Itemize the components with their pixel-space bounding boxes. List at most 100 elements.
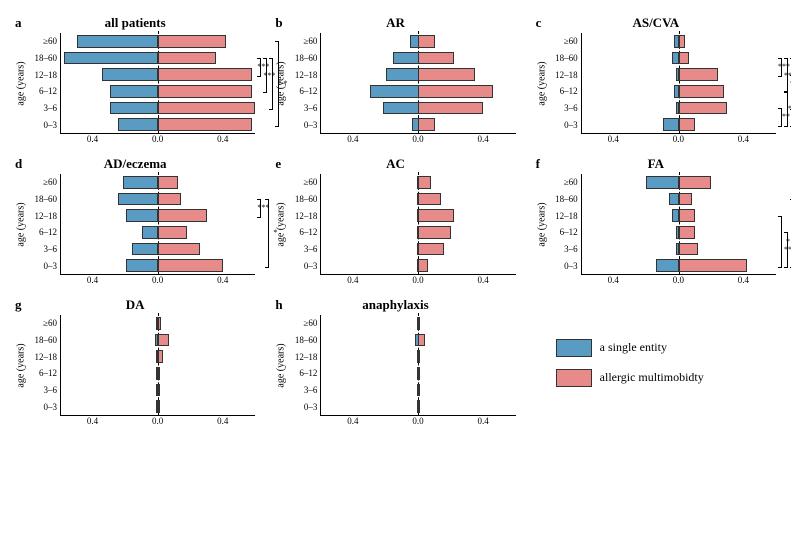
x-tick: 0.4 <box>608 134 619 144</box>
y-ticks: ≥6018–6012–186–123–60–3 <box>287 315 320 416</box>
panel-letter: a <box>15 15 22 31</box>
bar-row <box>321 365 515 382</box>
bar-row <box>582 116 776 133</box>
panel-letter: e <box>275 156 281 172</box>
bars-box <box>60 315 255 416</box>
panel-e: eAC age (years)≥6018–6012–186–123–60–30.4… <box>275 156 515 287</box>
panel-letter: f <box>536 156 540 172</box>
bar-single <box>370 85 419 98</box>
bar-multi <box>418 52 454 65</box>
bar-row <box>582 241 776 258</box>
bar-single <box>663 118 679 131</box>
y-tick: 18–60 <box>548 51 578 66</box>
bar-multi <box>418 102 483 115</box>
bar-multi <box>418 384 420 397</box>
panel-letter: b <box>275 15 282 31</box>
y-tick: 3–6 <box>287 383 317 398</box>
bar-multi <box>418 367 420 380</box>
y-tick: 6–12 <box>287 225 317 240</box>
legend-swatch <box>556 369 592 387</box>
bar-row <box>61 332 255 349</box>
bar-multi <box>418 400 420 413</box>
bar-row <box>321 50 515 67</box>
figure-grid: aall patientsage (years)≥6018–6012–186–1… <box>15 15 776 428</box>
bar-single <box>646 176 678 189</box>
chart-area: age (years)≥6018–6012–186–123–60–3***** <box>536 174 776 275</box>
y-tick: 3–6 <box>548 242 578 257</box>
y-tick: 12–18 <box>27 350 57 365</box>
bar-row <box>61 100 255 117</box>
y-tick: 18–60 <box>287 51 317 66</box>
bar-multi <box>418 226 450 239</box>
bar-row <box>321 66 515 83</box>
x-tick: 0.4 <box>738 134 749 144</box>
legend-item-single: a single entity <box>556 339 667 357</box>
bar-row <box>61 365 255 382</box>
panel-title: AR <box>275 15 515 31</box>
bar-multi <box>679 85 724 98</box>
panel-title: AC <box>275 156 515 172</box>
bar-multi <box>158 334 169 347</box>
bar-multi <box>158 193 181 206</box>
legend-label: allergic multimobidty <box>600 370 704 385</box>
x-tick: 0.4 <box>87 134 98 144</box>
bar-row <box>61 116 255 133</box>
bar-single <box>123 176 159 189</box>
y-tick: 0–3 <box>27 118 57 133</box>
panel-title: FA <box>536 156 776 172</box>
x-ticks: 0.40.00.4 <box>581 275 776 287</box>
y-tick: 12–18 <box>548 68 578 83</box>
sig-label: *** <box>784 246 791 254</box>
y-tick: 6–12 <box>27 84 57 99</box>
y-tick: 3–6 <box>27 383 57 398</box>
y-tick: 0–3 <box>287 118 317 133</box>
bar-row <box>61 241 255 258</box>
bars-box: ******** <box>60 33 255 134</box>
bar-row <box>321 174 515 191</box>
bar-row <box>582 191 776 208</box>
bar-multi <box>679 209 695 222</box>
bar-multi <box>158 226 187 239</box>
x-tick: 0.0 <box>412 275 423 285</box>
x-ticks: 0.40.00.4 <box>320 416 515 428</box>
bar-single <box>386 68 418 81</box>
bar-multi <box>679 102 728 115</box>
bar-multi <box>158 259 223 272</box>
panel-title: AS/CVA <box>536 15 776 31</box>
bar-row <box>321 241 515 258</box>
bars-box: *************** <box>581 33 776 134</box>
y-tick: 6–12 <box>27 225 57 240</box>
bar-multi <box>158 102 255 115</box>
y-tick: 18–60 <box>27 51 57 66</box>
y-tick: 12–18 <box>287 209 317 224</box>
sig-bracket <box>265 199 269 268</box>
x-tick: 0.4 <box>738 275 749 285</box>
x-tick: 0.4 <box>477 134 488 144</box>
y-ticks: ≥6018–6012–186–123–60–3 <box>27 33 60 134</box>
bar-single <box>142 226 158 239</box>
bar-single <box>669 193 679 206</box>
bar-row <box>61 315 255 332</box>
y-tick: ≥60 <box>548 34 578 49</box>
panel-title: AD/eczema <box>15 156 255 172</box>
bar-single <box>383 102 419 115</box>
x-ticks: 0.40.00.4 <box>60 275 255 287</box>
x-tick: 0.4 <box>347 416 358 426</box>
bar-multi <box>158 384 160 397</box>
y-tick: 0–3 <box>27 400 57 415</box>
x-tick: 0.4 <box>477 275 488 285</box>
bar-multi <box>158 367 160 380</box>
bar-multi <box>679 193 692 206</box>
panel-h: hanaphylaxisage (years)≥6018–6012–186–12… <box>275 297 515 428</box>
panel-title: anaphylaxis <box>275 297 515 313</box>
y-tick: 6–12 <box>548 225 578 240</box>
bar-multi <box>418 243 444 256</box>
y-ticks: ≥6018–6012–186–123–60–3 <box>548 174 581 275</box>
y-tick: ≥60 <box>27 175 57 190</box>
bar-row <box>61 382 255 399</box>
y-tick: 0–3 <box>548 259 578 274</box>
x-ticks: 0.40.00.4 <box>60 134 255 146</box>
y-ticks: ≥6018–6012–186–123–60–3 <box>548 33 581 134</box>
bar-row <box>61 207 255 224</box>
chart-area: age (years)≥6018–6012–186–123–60–3 <box>275 174 515 275</box>
